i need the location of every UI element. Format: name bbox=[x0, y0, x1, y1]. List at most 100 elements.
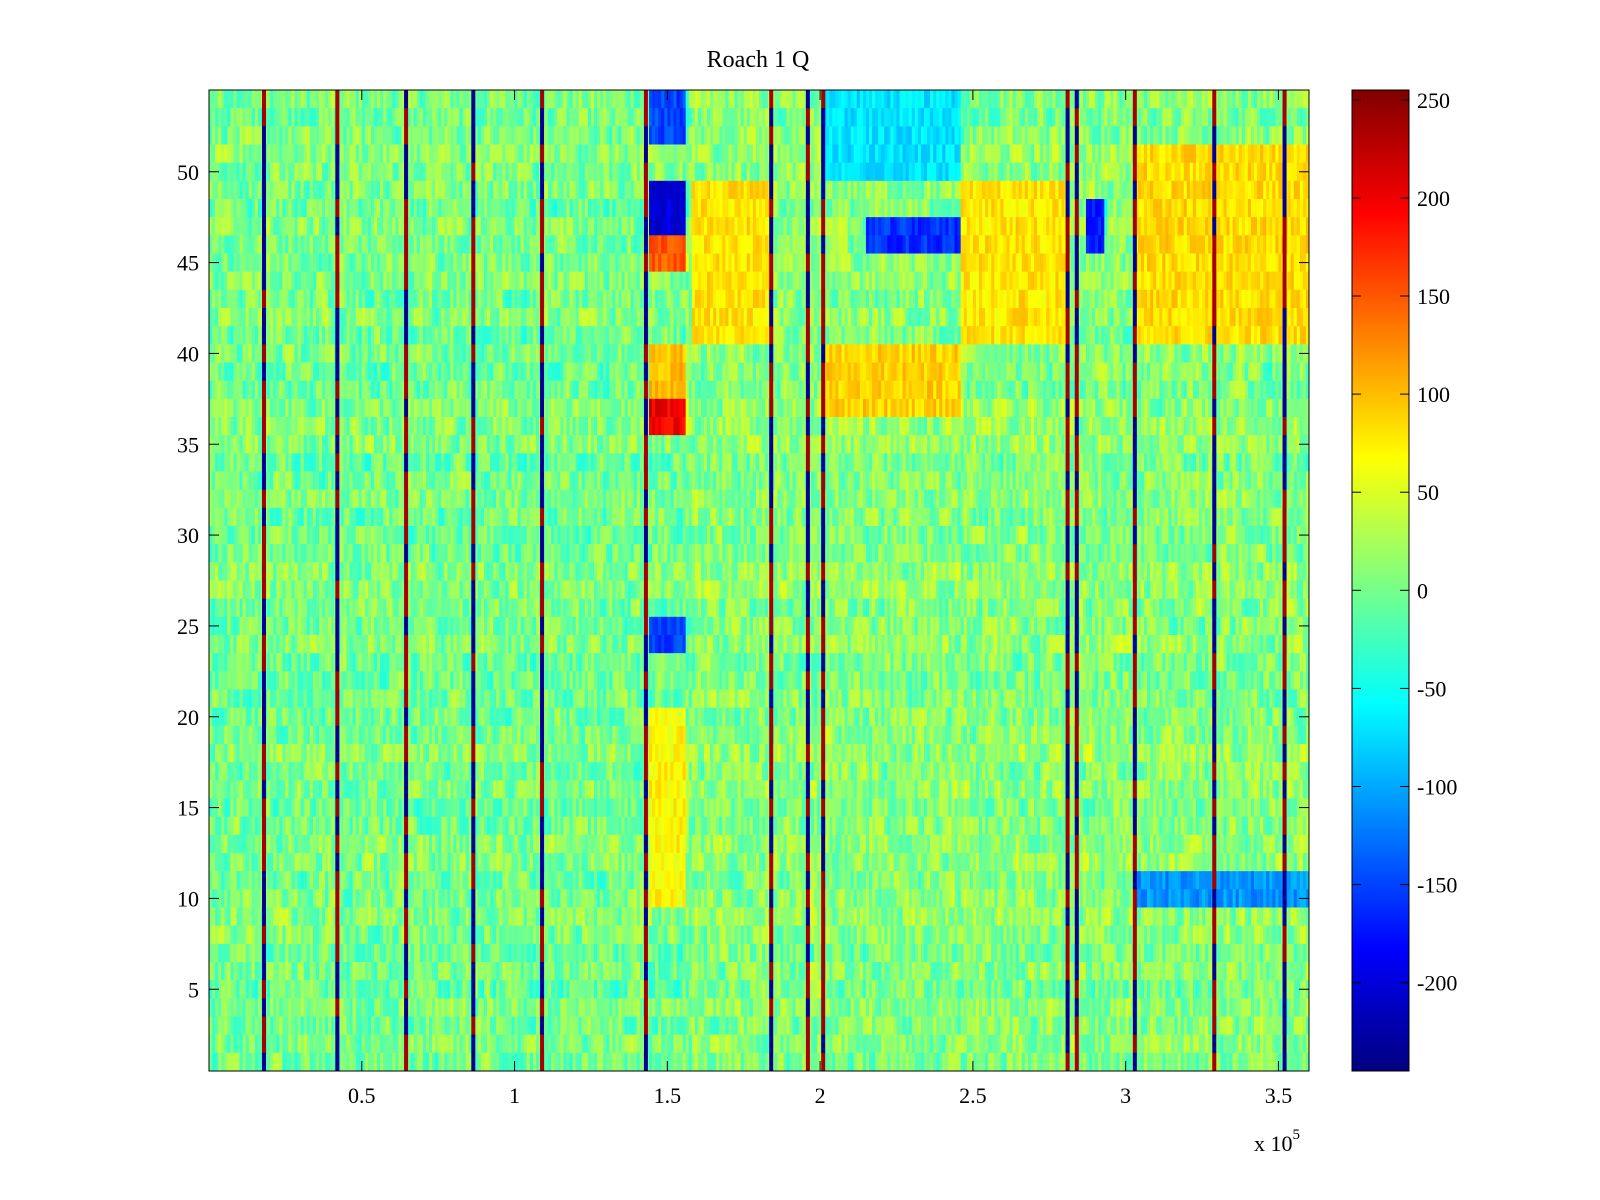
heatmap-cell bbox=[386, 272, 389, 291]
heatmap-cell bbox=[838, 290, 841, 309]
heatmap-cell bbox=[1098, 108, 1101, 127]
heatmap-cell bbox=[738, 126, 741, 145]
heatmap-cell bbox=[887, 108, 890, 127]
heatmap-cell bbox=[890, 108, 893, 127]
heatmap-cell bbox=[1110, 145, 1113, 164]
heatmap-cell bbox=[997, 308, 1000, 327]
heatmap-cell bbox=[270, 235, 273, 254]
heatmap-cell bbox=[777, 326, 780, 345]
heatmap-cell bbox=[976, 326, 979, 345]
heatmap-cell bbox=[747, 308, 750, 327]
heatmap-cell bbox=[221, 181, 224, 200]
heatmap-cell bbox=[1172, 181, 1175, 200]
heatmap-cell bbox=[686, 272, 689, 291]
heatmap-cell bbox=[395, 308, 398, 327]
heatmap-cell bbox=[890, 163, 893, 182]
heatmap-cell bbox=[252, 254, 255, 273]
heatmap-cell bbox=[872, 308, 875, 327]
heatmap-cell bbox=[787, 235, 790, 254]
heatmap-cell bbox=[1089, 108, 1092, 127]
heatmap-cell bbox=[292, 326, 295, 345]
heatmap-cell bbox=[973, 90, 976, 109]
heatmap-cell bbox=[719, 254, 722, 273]
heatmap-cell bbox=[872, 272, 875, 291]
heatmap-cell bbox=[212, 199, 215, 218]
heatmap-cell bbox=[728, 272, 731, 291]
heatmap-cell bbox=[591, 326, 594, 345]
heatmap-cell bbox=[756, 254, 759, 273]
heatmap-cell bbox=[1019, 145, 1022, 164]
heatmap-cell bbox=[288, 199, 291, 218]
heatmap-cell bbox=[1104, 308, 1107, 327]
heatmap-cell bbox=[976, 308, 979, 327]
heatmap-cell bbox=[942, 235, 945, 254]
heatmap-cell bbox=[576, 145, 579, 164]
heatmap-cell bbox=[224, 217, 227, 236]
heatmap-cell bbox=[1071, 108, 1074, 127]
heatmap-cell bbox=[955, 254, 958, 273]
heatmap-cell bbox=[667, 108, 670, 127]
heatmap-cell bbox=[435, 235, 438, 254]
heatmap-cell bbox=[1037, 199, 1040, 218]
heatmap-cell bbox=[386, 217, 389, 236]
heatmap-cell bbox=[897, 217, 900, 236]
heatmap-cell bbox=[1291, 145, 1294, 164]
heatmap-cell bbox=[906, 199, 909, 218]
heatmap-cell bbox=[793, 308, 796, 327]
heatmap-cell bbox=[1141, 145, 1144, 164]
heatmap-cell bbox=[753, 199, 756, 218]
heatmap-cell bbox=[359, 272, 362, 291]
heatmap-cell bbox=[1071, 126, 1074, 145]
heatmap-cell bbox=[1092, 90, 1095, 109]
heatmap-cell bbox=[347, 217, 350, 236]
heatmap-cell bbox=[1104, 181, 1107, 200]
heatmap-cell bbox=[1062, 326, 1065, 345]
heatmap-cell bbox=[1016, 108, 1019, 127]
heatmap-cell bbox=[1168, 108, 1171, 127]
heatmap-cell bbox=[1086, 163, 1089, 182]
heatmap-cell bbox=[505, 145, 508, 164]
heatmap-cell bbox=[1144, 326, 1147, 345]
heatmap-cell bbox=[530, 126, 533, 145]
heatmap-cell bbox=[964, 272, 967, 291]
heatmap-cell bbox=[698, 145, 701, 164]
heatmap-cell bbox=[1080, 235, 1083, 254]
heatmap-cell bbox=[790, 235, 793, 254]
heatmap-cell bbox=[1052, 163, 1055, 182]
heatmap-cell bbox=[759, 254, 762, 273]
heatmap-cell bbox=[790, 326, 793, 345]
heatmap-cell bbox=[625, 90, 628, 109]
heatmap-cell bbox=[1129, 308, 1132, 327]
heatmap-cell bbox=[945, 290, 948, 309]
heatmap-cell bbox=[1092, 254, 1095, 273]
heatmap-cell bbox=[991, 308, 994, 327]
heatmap-cell bbox=[1181, 290, 1184, 309]
heatmap-cell bbox=[741, 126, 744, 145]
heatmap-cell bbox=[1223, 108, 1226, 127]
heatmap-cell bbox=[948, 126, 951, 145]
heatmap-cell bbox=[493, 272, 496, 291]
heatmap-cell bbox=[319, 90, 322, 109]
heatmap-cell bbox=[408, 326, 411, 345]
heatmap-cell bbox=[1275, 108, 1278, 127]
heatmap-cell bbox=[292, 308, 295, 327]
heatmap-cell bbox=[420, 254, 423, 273]
heatmap-cell bbox=[1254, 90, 1257, 109]
heatmap-cell bbox=[698, 326, 701, 345]
heatmap-cell bbox=[872, 108, 875, 127]
heatmap-cell bbox=[793, 254, 796, 273]
heatmap-cell bbox=[496, 126, 499, 145]
heatmap-cell bbox=[331, 126, 334, 145]
heatmap-cell bbox=[438, 181, 441, 200]
heatmap-cell bbox=[270, 108, 273, 127]
heatmap-cell bbox=[267, 308, 270, 327]
heatmap-cell bbox=[316, 235, 319, 254]
heatmap-cell bbox=[707, 254, 710, 273]
heatmap-cell bbox=[985, 108, 988, 127]
heatmap-cell bbox=[716, 290, 719, 309]
heatmap-cell bbox=[1257, 254, 1260, 273]
heatmap-cell bbox=[958, 254, 961, 273]
heatmap-cell bbox=[835, 108, 838, 127]
heatmap-cell bbox=[1037, 90, 1040, 109]
heatmap-cell bbox=[438, 235, 441, 254]
